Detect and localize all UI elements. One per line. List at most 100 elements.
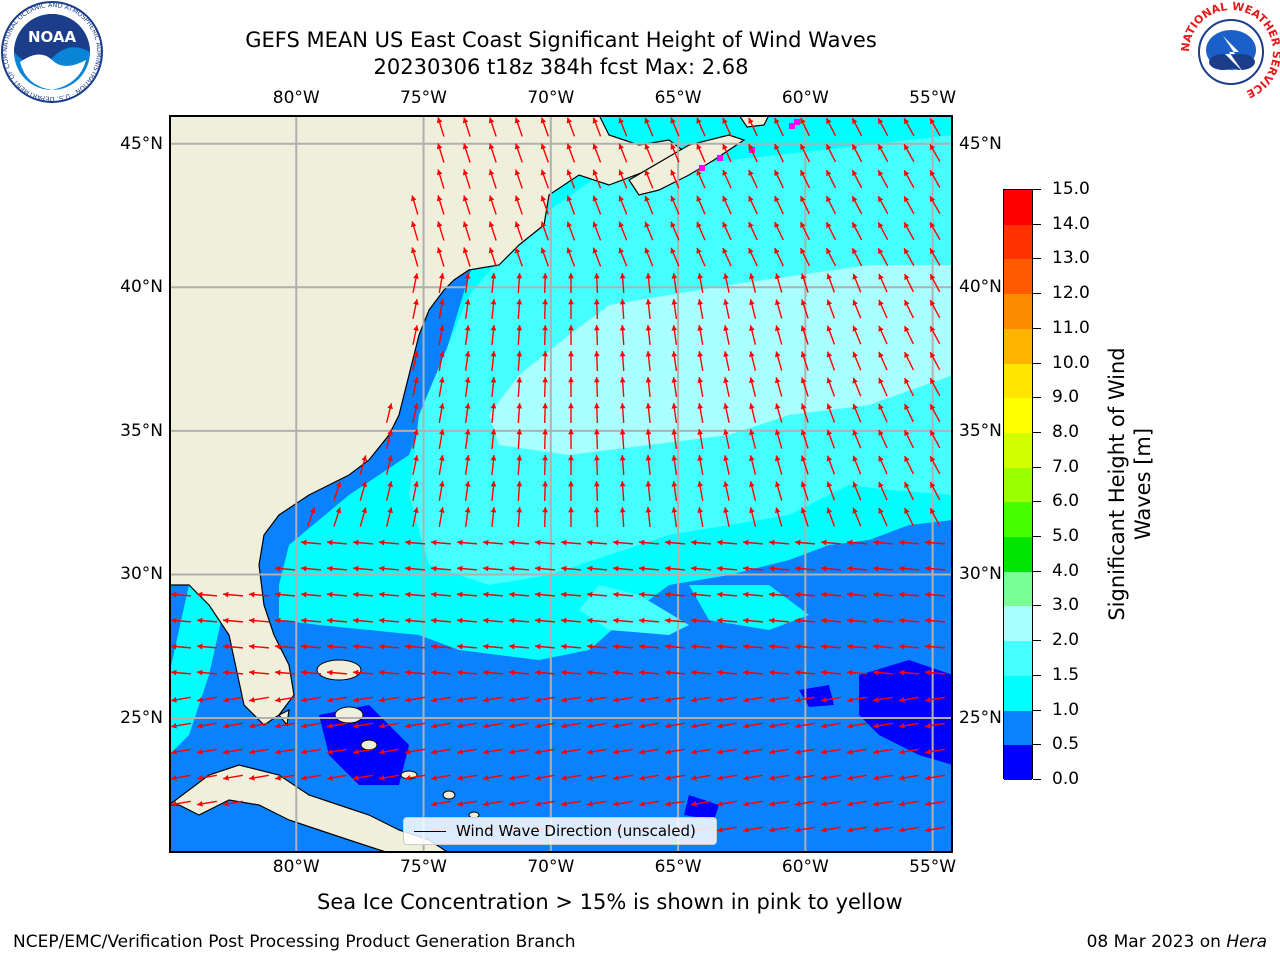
wave-arrow-head xyxy=(645,351,652,357)
wave-arrow-head xyxy=(171,591,177,598)
wave-arrow-head xyxy=(722,143,728,150)
wave-arrow-head xyxy=(516,273,523,279)
band-0-0-to-0-5-east xyxy=(859,660,953,765)
wave-arrow-head xyxy=(826,403,833,410)
colorbar-tick-mark xyxy=(1033,779,1041,780)
colorbar-tick-mark xyxy=(1033,431,1041,433)
wave-arrow-head xyxy=(826,222,832,229)
colorbar xyxy=(1003,189,1033,780)
wave-arrow-head xyxy=(925,696,931,703)
wave-arrow-head xyxy=(645,481,652,487)
land-bahamas-1 xyxy=(316,659,362,681)
wave-arrow-head xyxy=(665,643,671,650)
colorbar-swatch xyxy=(1004,571,1032,607)
wave-arrow-head xyxy=(743,800,749,807)
lat-label-right: 40°N xyxy=(959,277,1002,298)
wave-arrow-head xyxy=(769,748,775,755)
wave-arrow-head xyxy=(413,299,419,305)
wave-arrow-head xyxy=(542,455,549,461)
colorbar-tick-mark xyxy=(1033,501,1041,503)
wave-arrow-head xyxy=(639,643,645,650)
wave-arrow-head xyxy=(800,222,806,229)
wave-arrow-head xyxy=(645,299,652,305)
wave-arrow-head xyxy=(878,170,884,177)
wave-arrow-head xyxy=(413,455,419,461)
wave-arrow-head xyxy=(696,169,702,176)
wave-arrow-head xyxy=(847,643,853,650)
wave-arrow-head xyxy=(670,143,676,150)
wave-arrow-head xyxy=(645,377,652,383)
wave-arrow-head xyxy=(769,669,775,676)
wave-arrow-head xyxy=(904,482,910,489)
wave-arrow-head xyxy=(619,481,626,487)
wave-arrow-head xyxy=(644,169,650,176)
wave-arrow-head xyxy=(464,403,471,409)
wave-arrow-head xyxy=(587,774,593,781)
wave-arrow-head xyxy=(535,722,541,729)
wave-arrow-head xyxy=(639,774,645,781)
colorbar-tick-mark xyxy=(1033,570,1041,572)
wave-arrow-head xyxy=(197,722,203,729)
wave-arrow-head xyxy=(587,722,593,729)
wave-arrow-head xyxy=(691,669,697,676)
colorbar-tick-label: 1.5 xyxy=(1052,664,1080,685)
wave-arrow-head xyxy=(722,221,728,228)
wave-arrow-head xyxy=(249,591,255,598)
wave-arrow-head xyxy=(438,481,445,487)
wave-arrow-head xyxy=(904,196,910,203)
wave-arrow-head xyxy=(540,117,547,124)
wave-arrow-head xyxy=(717,800,723,807)
wave-arrow-head xyxy=(568,377,574,383)
wave-arrow-head xyxy=(514,221,521,228)
colorbar-tick-mark xyxy=(1033,466,1041,468)
colorbar-swatch xyxy=(1004,398,1032,433)
wave-arrow-head xyxy=(490,325,497,331)
wave-arrow-head xyxy=(800,403,807,410)
wave-arrow-head xyxy=(774,169,780,176)
wave-arrow-head xyxy=(438,377,445,383)
wave-arrow-head xyxy=(516,325,523,331)
wave-arrow-head xyxy=(826,273,833,280)
wave-arrow-head xyxy=(691,748,697,755)
wave-arrow-head xyxy=(800,299,807,306)
wave-arrow-head xyxy=(795,565,801,572)
wave-arrow-head xyxy=(639,696,645,703)
wave-arrow-head xyxy=(592,169,598,176)
wave-arrow-head xyxy=(361,481,368,488)
wave-arrow-head xyxy=(593,429,600,435)
wave-arrow-head xyxy=(568,351,574,357)
wave-arrow-head xyxy=(197,748,203,755)
wave-arrow-head xyxy=(618,221,624,228)
wave-arrow-head xyxy=(749,481,755,488)
colorbar-swatch xyxy=(1004,259,1032,295)
wave-arrow-head xyxy=(665,774,671,781)
wave-arrow-head xyxy=(462,143,469,150)
wave-arrow-head xyxy=(592,117,598,124)
colorbar-tick-label: 0.0 xyxy=(1052,769,1080,789)
wave-arrow-head xyxy=(619,507,626,513)
lon-label-top: 55°W xyxy=(909,88,957,108)
wave-arrow-head xyxy=(379,591,385,598)
wave-arrow-head xyxy=(774,429,781,436)
wave-arrow-head xyxy=(301,722,307,729)
wave-arrow-head xyxy=(540,221,547,228)
wave-arrow-head xyxy=(645,273,652,279)
wave-arrow-head xyxy=(826,455,833,462)
wave-arrow-head xyxy=(613,539,619,546)
wave-arrow-head xyxy=(671,351,678,357)
wave-arrow-head xyxy=(568,403,574,409)
wave-arrow-head xyxy=(878,325,884,332)
wave-arrow-head xyxy=(379,565,385,572)
wave-arrow-head xyxy=(748,143,754,150)
wave-arrow-head xyxy=(464,429,471,435)
wave-arrow-head xyxy=(613,748,619,755)
wave-arrow-head xyxy=(899,748,905,755)
chart-title: GEFS MEAN US East Coast Significant Heig… xyxy=(245,28,877,52)
map-border xyxy=(169,115,953,853)
wave-arrow-head xyxy=(509,669,515,676)
colorbar-tick-label: 0.5 xyxy=(1052,734,1080,755)
lon-label-top: 65°W xyxy=(654,88,702,108)
wave-arrow-head xyxy=(535,696,541,703)
wave-arrow-head xyxy=(542,273,549,279)
wave-arrow-head xyxy=(873,826,879,833)
